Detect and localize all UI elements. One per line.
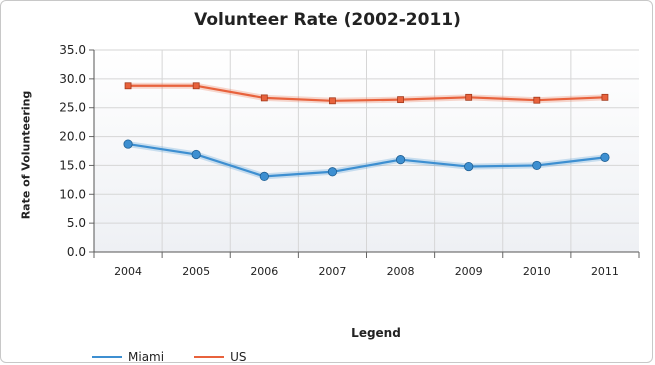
data-point-us [260, 94, 268, 102]
legend-label-us: US [230, 350, 247, 364]
y-tick-label: 0.0 [67, 245, 86, 259]
legend-title: Legend [351, 326, 401, 340]
y-tick-label: 10.0 [59, 187, 86, 201]
data-point-miami [327, 167, 338, 177]
y-tick-label: 20.0 [59, 130, 86, 144]
x-tick-label: 2007 [318, 265, 346, 278]
data-point-miami [259, 171, 269, 181]
y-tick-label: 25.0 [59, 101, 86, 115]
x-tick-label: 2006 [250, 265, 278, 278]
x-tick-label: 2005 [182, 265, 210, 278]
data-point-us [329, 97, 336, 105]
legend-label-miami: Miami [128, 350, 165, 364]
legend-item-miami[interactable]: Miami [92, 350, 164, 364]
data-point-us [124, 82, 132, 90]
legend: Miami US [92, 350, 276, 364]
x-tick-label: 2009 [455, 265, 483, 278]
legend-swatch-miami [92, 356, 122, 358]
data-point-miami [600, 152, 610, 162]
legend-item-us[interactable]: US [194, 350, 246, 364]
y-tick-label: 35.0 [59, 43, 86, 57]
y-tick-label: 15.0 [59, 158, 86, 172]
legend-swatch-us [194, 356, 225, 358]
series-line-miami [127, 142, 606, 178]
data-point-us [397, 96, 404, 104]
y-tick-label: 5.0 [67, 216, 86, 230]
data-point-us [465, 93, 473, 101]
y-tick-label: 30.0 [59, 72, 86, 86]
chart-title: Volunteer Rate (2002-2011) [194, 10, 461, 30]
data-point-us [533, 96, 541, 104]
x-tick-label: 2011 [591, 265, 619, 278]
data-point-miami [464, 161, 474, 172]
data-point-miami [123, 139, 133, 149]
data-point-us [601, 93, 609, 101]
data-point-miami [532, 160, 542, 171]
data-point-miami [395, 155, 406, 165]
series-line-us [128, 84, 605, 102]
data-point-us [192, 82, 200, 90]
x-tick-label: 2004 [114, 265, 142, 278]
x-tick-label: 2008 [387, 265, 415, 278]
data-point-miami [191, 149, 201, 160]
x-tick-label: 2010 [523, 265, 551, 278]
